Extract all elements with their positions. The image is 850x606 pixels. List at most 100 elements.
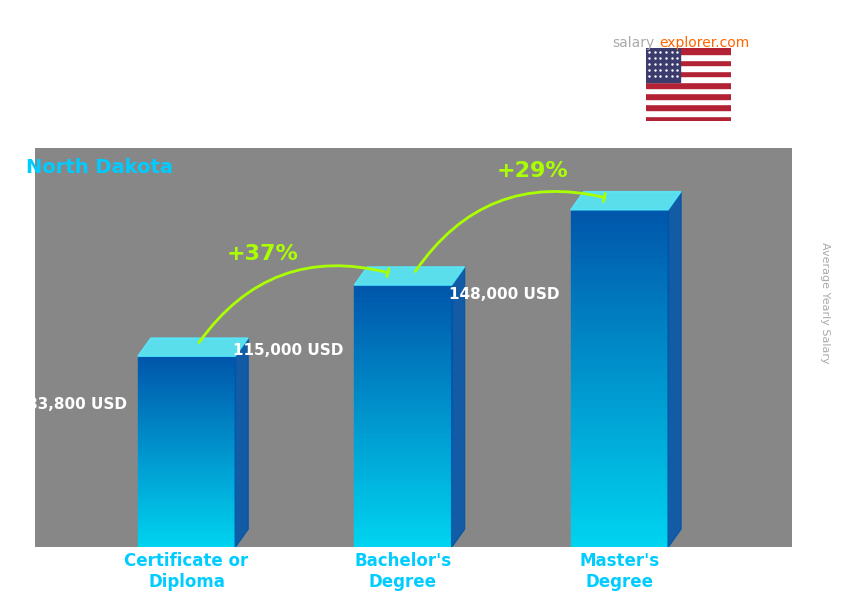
Bar — [354, 390, 451, 395]
Bar — [570, 338, 668, 345]
Polygon shape — [451, 267, 465, 547]
Bar — [138, 441, 235, 444]
Bar — [354, 301, 451, 306]
Bar — [570, 521, 668, 527]
Bar — [570, 379, 668, 385]
Text: explorer.com: explorer.com — [659, 36, 749, 50]
Bar — [138, 490, 235, 494]
Bar — [570, 318, 668, 325]
Bar — [354, 500, 451, 505]
Bar — [354, 521, 451, 527]
Bar — [354, 511, 451, 516]
Bar — [138, 421, 235, 425]
Bar — [138, 406, 235, 410]
Bar — [570, 351, 668, 358]
Bar — [354, 296, 451, 301]
Bar — [570, 426, 668, 433]
Bar — [354, 338, 451, 343]
Bar — [570, 230, 668, 237]
Bar — [570, 216, 668, 224]
Bar — [570, 257, 668, 264]
Text: North Dakota: North Dakota — [26, 158, 173, 176]
Bar — [354, 474, 451, 479]
Bar — [354, 468, 451, 474]
Bar — [138, 368, 235, 371]
Bar — [646, 104, 731, 110]
Bar — [138, 513, 235, 517]
Bar — [570, 500, 668, 507]
Bar — [570, 284, 668, 291]
Bar — [354, 490, 451, 495]
Bar — [646, 54, 731, 59]
Bar — [570, 541, 668, 547]
Bar — [138, 498, 235, 502]
Bar — [570, 412, 668, 419]
Bar — [646, 110, 731, 116]
Bar — [570, 331, 668, 338]
Text: Average Yearly Salary: Average Yearly Salary — [819, 242, 830, 364]
Text: Market Research Manager: Market Research Manager — [26, 109, 280, 128]
Bar — [354, 427, 451, 432]
Bar — [354, 537, 451, 542]
Text: +29%: +29% — [497, 161, 569, 181]
Polygon shape — [354, 267, 465, 285]
Bar — [138, 536, 235, 540]
Bar — [570, 399, 668, 405]
Bar — [570, 345, 668, 351]
Bar — [138, 436, 235, 441]
Bar — [138, 540, 235, 544]
Bar — [570, 459, 668, 467]
Polygon shape — [235, 338, 248, 547]
Bar — [138, 371, 235, 375]
Bar — [570, 372, 668, 379]
Bar — [646, 82, 731, 88]
Bar — [138, 456, 235, 459]
Bar — [138, 402, 235, 406]
Bar — [354, 311, 451, 316]
Bar — [354, 353, 451, 359]
Bar — [354, 322, 451, 327]
Bar — [354, 395, 451, 401]
Bar — [138, 418, 235, 421]
Bar — [570, 507, 668, 514]
Bar — [138, 459, 235, 463]
Bar — [354, 285, 451, 290]
Bar — [570, 298, 668, 304]
Bar — [354, 359, 451, 364]
Bar — [354, 406, 451, 411]
Bar — [138, 505, 235, 509]
Bar — [138, 502, 235, 505]
Bar — [570, 446, 668, 453]
Text: 148,000 USD: 148,000 USD — [450, 287, 560, 302]
Polygon shape — [668, 191, 681, 547]
Bar — [646, 88, 731, 93]
Bar — [354, 385, 451, 390]
Bar — [646, 48, 731, 54]
Bar — [570, 392, 668, 399]
Bar — [138, 364, 235, 368]
Bar — [354, 401, 451, 406]
Bar — [354, 422, 451, 427]
Bar — [570, 439, 668, 446]
Bar — [138, 479, 235, 482]
Bar — [138, 398, 235, 402]
Bar — [138, 429, 235, 433]
Bar — [138, 444, 235, 448]
Bar — [138, 471, 235, 474]
Bar — [354, 458, 451, 464]
Bar — [570, 453, 668, 459]
Bar — [138, 383, 235, 387]
Bar — [646, 65, 731, 71]
Bar — [570, 358, 668, 365]
Bar — [138, 356, 235, 360]
Bar — [138, 452, 235, 456]
Bar — [138, 410, 235, 413]
Bar — [570, 237, 668, 244]
Bar — [138, 509, 235, 513]
Bar — [354, 416, 451, 422]
Text: 83,800 USD: 83,800 USD — [27, 396, 127, 411]
Bar — [354, 505, 451, 511]
Bar — [570, 365, 668, 372]
Bar — [138, 463, 235, 467]
Bar — [138, 474, 235, 479]
